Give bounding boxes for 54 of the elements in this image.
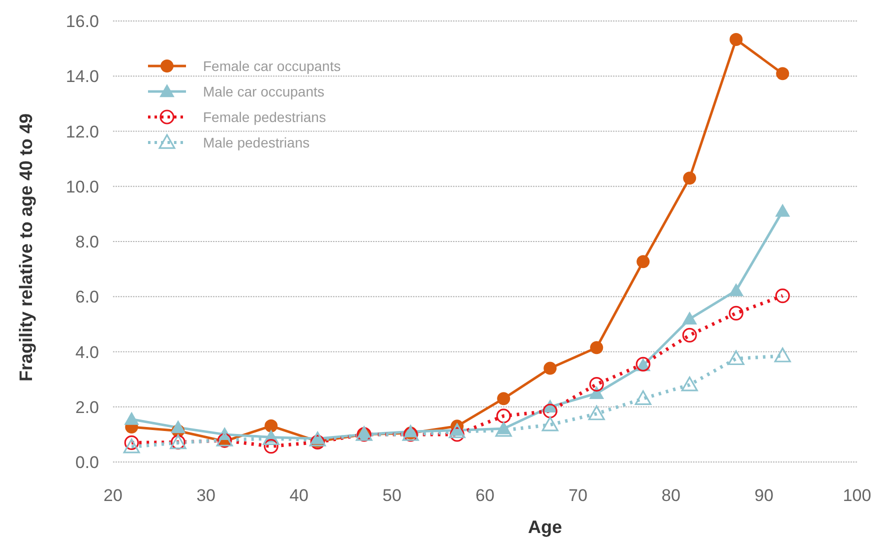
legend-label: Male pedestrians <box>203 134 310 150</box>
x-tick-label: 50 <box>382 486 402 505</box>
legend-label: Male car occupants <box>203 84 324 100</box>
x-tick-label: 20 <box>104 486 122 505</box>
point <box>774 348 791 362</box>
y-tick-label: 6.0 <box>75 288 99 307</box>
y-tick-label: 12.0 <box>66 122 99 142</box>
y-tick-label: 0.0 <box>75 453 99 472</box>
x-axis-title: Age <box>528 517 562 537</box>
y-tick-label: 14.0 <box>66 67 99 86</box>
x-tick-label: 60 <box>476 486 494 505</box>
point <box>497 392 510 406</box>
point <box>775 288 790 304</box>
y-tick-label: 4.0 <box>75 342 99 362</box>
y-tick-label: 8.0 <box>75 232 99 252</box>
x-tick-label: 80 <box>662 486 680 505</box>
point <box>542 404 558 418</box>
point <box>590 341 604 354</box>
point <box>728 283 744 296</box>
point <box>636 255 650 268</box>
point <box>264 419 278 432</box>
point <box>544 362 557 375</box>
point <box>495 422 512 437</box>
point <box>730 32 743 46</box>
y-tick-label: 10.0 <box>66 177 99 196</box>
point <box>775 204 790 217</box>
point <box>588 405 605 420</box>
point <box>450 427 464 442</box>
legend-label: Female car occupants <box>203 58 341 74</box>
x-tick-label: 40 <box>290 486 308 505</box>
point <box>123 438 140 454</box>
point <box>589 376 604 392</box>
point <box>728 306 744 320</box>
x-tick-label: 70 <box>568 486 588 505</box>
y-tick-label: 2.0 <box>75 398 99 417</box>
point <box>682 311 698 325</box>
x-tick-label: 90 <box>754 486 774 505</box>
point <box>728 350 744 366</box>
point <box>170 420 186 434</box>
point <box>496 408 511 424</box>
point <box>681 376 698 392</box>
point <box>542 416 558 432</box>
legend-label: Female pedestrians <box>203 109 326 125</box>
y-tick-label: 16.0 <box>66 12 99 31</box>
x-tick-label: 100 <box>842 486 872 505</box>
point <box>683 172 696 185</box>
point <box>124 412 140 425</box>
point <box>634 390 652 406</box>
point <box>264 438 278 454</box>
point <box>124 435 139 450</box>
point <box>776 67 790 80</box>
y-axis-title: Fragility relative to age 40 to 49 <box>16 113 36 382</box>
point <box>682 328 697 343</box>
x-tick-label: 30 <box>196 486 216 505</box>
